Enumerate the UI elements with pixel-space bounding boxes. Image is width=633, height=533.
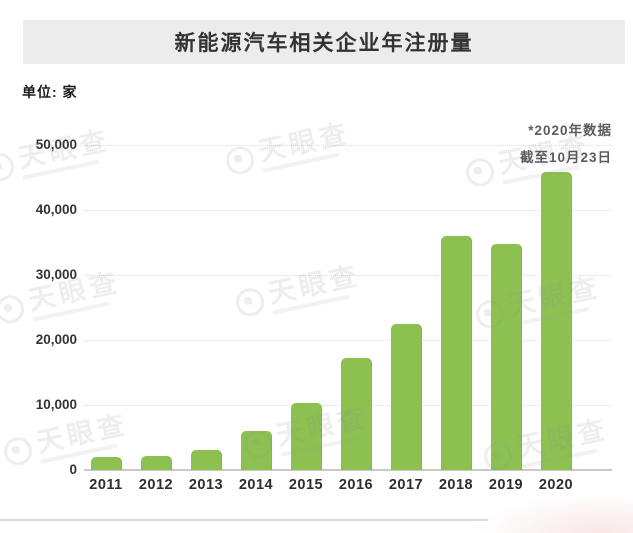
unit-label: 单位: 家	[22, 84, 78, 100]
data-note-line1: *2020年数据	[528, 123, 612, 138]
gridline-20000	[84, 340, 612, 341]
watermark-eye-logo-icon	[463, 155, 497, 189]
watermark-text: 天眼查	[33, 409, 131, 458]
watermark-text: 天眼查	[255, 118, 353, 167]
bar-2011	[90, 457, 122, 470]
bar-2016	[340, 358, 372, 470]
x-tick-label-2011: 2011	[89, 477, 123, 493]
x-tick-label-2016: 2016	[338, 477, 374, 493]
bar-2012	[140, 456, 172, 470]
x-tick-label-2017: 2017	[388, 477, 424, 493]
watermark-subtext-line	[32, 301, 110, 322]
watermark-eye-logo-icon	[223, 143, 257, 177]
gridline-40000	[84, 210, 612, 211]
bar-2018	[440, 236, 472, 470]
x-tick-label-2020: 2020	[538, 477, 574, 493]
data-note-line2: 截至10月23日	[519, 150, 612, 165]
data-note: *2020年数据 截至10月23日	[520, 117, 612, 171]
watermark-subtext-line	[272, 294, 350, 315]
gridline-30000	[84, 275, 612, 276]
chart-title-bar: 新能源汽车相关企业年注册量	[23, 20, 625, 64]
y-tick-label-0: 0	[69, 462, 77, 477]
y-tick-label-50000: 50,000	[35, 137, 77, 152]
y-tick-label-30000: 30,000	[35, 267, 77, 282]
x-axis-line	[84, 469, 612, 471]
page-title: 新能源汽车相关企业年注册量	[174, 32, 474, 55]
x-tick-label-2013: 2013	[188, 477, 224, 493]
watermark-subtext-line	[262, 152, 340, 173]
watermark-eye-logo-icon	[0, 150, 17, 184]
corner-pink-smudge	[473, 493, 633, 533]
bar-2017	[390, 324, 422, 470]
gridline-50000	[84, 145, 612, 146]
watermark-eye-logo-icon	[0, 292, 27, 326]
x-tick-label-2015: 2015	[288, 477, 324, 493]
watermark: 天眼查	[233, 260, 364, 322]
x-tick-label-2019: 2019	[488, 477, 524, 493]
bottom-divider-line	[0, 519, 488, 521]
bar-2020	[540, 172, 572, 470]
x-tick-label-2012: 2012	[138, 477, 174, 493]
watermark-subtext-line	[22, 159, 100, 180]
y-tick-label-20000: 20,000	[35, 332, 77, 347]
bar-2019	[490, 244, 522, 470]
bar-2014	[240, 431, 272, 470]
watermark-text: 天眼查	[265, 260, 363, 309]
watermark: 天眼查	[223, 118, 354, 180]
bar-2013	[190, 450, 222, 470]
watermark-eye-logo-icon	[233, 285, 267, 319]
y-tick-label-10000: 10,000	[35, 397, 77, 412]
x-tick-label-2018: 2018	[438, 477, 474, 493]
bar-2015	[290, 403, 322, 470]
x-tick-label-2014: 2014	[238, 477, 274, 493]
y-tick-label-40000: 40,000	[35, 202, 77, 217]
